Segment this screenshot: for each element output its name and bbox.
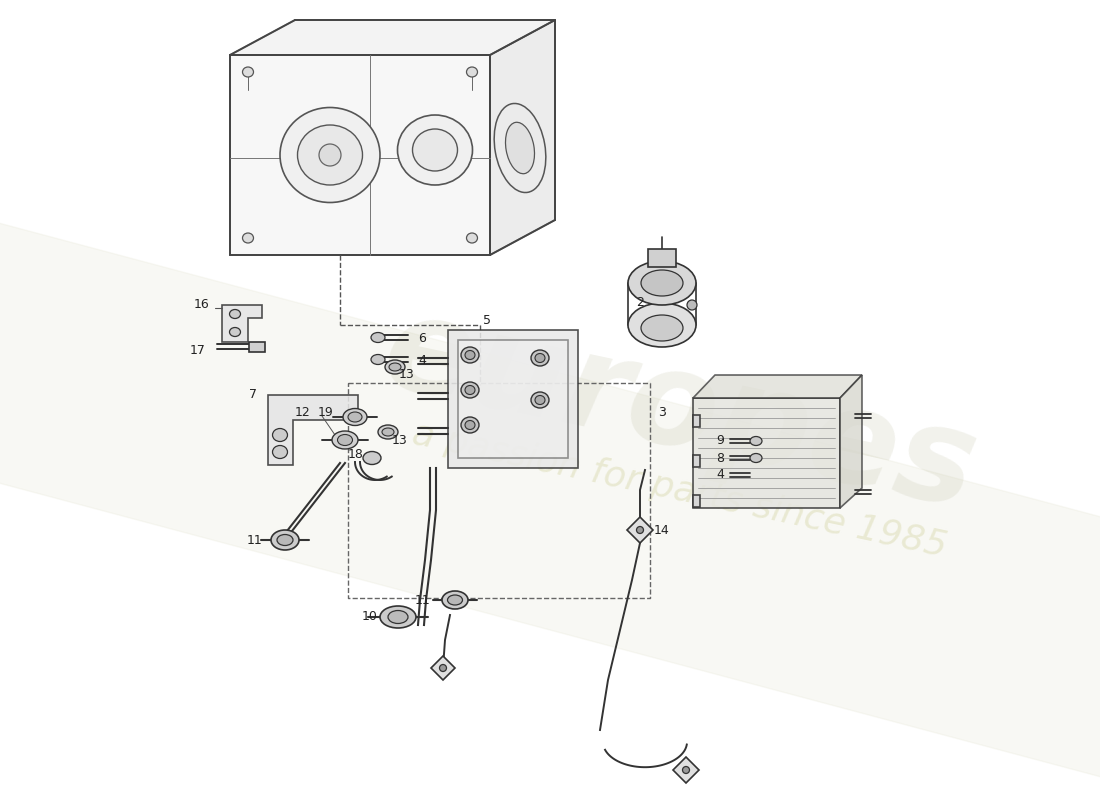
Ellipse shape bbox=[297, 125, 363, 185]
Ellipse shape bbox=[332, 431, 358, 449]
Polygon shape bbox=[627, 517, 653, 543]
Ellipse shape bbox=[388, 610, 408, 623]
Text: 18: 18 bbox=[348, 449, 364, 462]
Ellipse shape bbox=[389, 363, 402, 371]
Ellipse shape bbox=[682, 766, 690, 774]
Text: 4: 4 bbox=[418, 354, 426, 366]
Ellipse shape bbox=[466, 67, 477, 77]
Polygon shape bbox=[448, 330, 578, 468]
Text: 13: 13 bbox=[399, 369, 415, 382]
Ellipse shape bbox=[531, 350, 549, 366]
Ellipse shape bbox=[461, 347, 478, 363]
Ellipse shape bbox=[397, 115, 473, 185]
Polygon shape bbox=[222, 305, 262, 342]
Ellipse shape bbox=[379, 606, 416, 628]
Polygon shape bbox=[673, 757, 698, 783]
Ellipse shape bbox=[440, 665, 447, 671]
Ellipse shape bbox=[271, 530, 299, 550]
Ellipse shape bbox=[461, 382, 478, 398]
Ellipse shape bbox=[466, 233, 477, 243]
Ellipse shape bbox=[750, 437, 762, 446]
Ellipse shape bbox=[319, 144, 341, 166]
Text: 17: 17 bbox=[190, 343, 206, 357]
Ellipse shape bbox=[641, 315, 683, 341]
Text: 16: 16 bbox=[194, 298, 210, 311]
Polygon shape bbox=[693, 495, 700, 507]
Polygon shape bbox=[693, 455, 700, 467]
Ellipse shape bbox=[641, 270, 683, 296]
Ellipse shape bbox=[363, 451, 381, 465]
Text: 6: 6 bbox=[418, 331, 426, 345]
Ellipse shape bbox=[280, 107, 380, 202]
Bar bbox=[648, 249, 676, 267]
Text: a passion for parts since 1985: a passion for parts since 1985 bbox=[409, 417, 950, 563]
Ellipse shape bbox=[750, 454, 762, 462]
Ellipse shape bbox=[448, 595, 462, 605]
Ellipse shape bbox=[628, 261, 696, 305]
Polygon shape bbox=[230, 55, 490, 255]
Ellipse shape bbox=[230, 310, 241, 318]
Text: 9: 9 bbox=[716, 434, 724, 447]
Ellipse shape bbox=[230, 327, 241, 337]
Ellipse shape bbox=[535, 354, 544, 362]
Ellipse shape bbox=[637, 526, 644, 534]
Text: 11: 11 bbox=[248, 534, 263, 546]
Ellipse shape bbox=[348, 412, 362, 422]
Ellipse shape bbox=[382, 428, 394, 436]
Text: 12: 12 bbox=[295, 406, 311, 419]
Text: 19: 19 bbox=[318, 406, 334, 419]
Ellipse shape bbox=[371, 354, 385, 365]
Ellipse shape bbox=[242, 67, 253, 77]
Ellipse shape bbox=[343, 409, 367, 426]
Ellipse shape bbox=[535, 395, 544, 405]
Ellipse shape bbox=[506, 122, 535, 174]
Polygon shape bbox=[693, 415, 700, 427]
Ellipse shape bbox=[412, 129, 458, 171]
Text: 2: 2 bbox=[636, 295, 644, 309]
Text: 8: 8 bbox=[716, 451, 724, 465]
Polygon shape bbox=[458, 340, 568, 458]
Text: 11: 11 bbox=[415, 594, 431, 607]
Polygon shape bbox=[693, 398, 840, 508]
Text: 4: 4 bbox=[716, 469, 724, 482]
Ellipse shape bbox=[378, 425, 398, 439]
Text: 5: 5 bbox=[483, 314, 491, 326]
Ellipse shape bbox=[277, 534, 293, 546]
Ellipse shape bbox=[688, 300, 697, 310]
Ellipse shape bbox=[442, 591, 468, 609]
Text: europes: europes bbox=[373, 286, 988, 534]
Polygon shape bbox=[490, 20, 556, 255]
Polygon shape bbox=[230, 20, 556, 55]
Ellipse shape bbox=[371, 333, 385, 342]
Ellipse shape bbox=[531, 392, 549, 408]
Polygon shape bbox=[268, 395, 358, 465]
Ellipse shape bbox=[465, 350, 475, 359]
Ellipse shape bbox=[461, 417, 478, 433]
Polygon shape bbox=[431, 656, 455, 680]
Text: 3: 3 bbox=[658, 406, 666, 419]
Ellipse shape bbox=[385, 360, 405, 374]
Ellipse shape bbox=[273, 429, 287, 442]
Polygon shape bbox=[840, 375, 862, 508]
Ellipse shape bbox=[494, 103, 546, 193]
Polygon shape bbox=[693, 375, 862, 398]
Bar bbox=[249, 342, 265, 351]
Ellipse shape bbox=[465, 386, 475, 394]
Text: 14: 14 bbox=[654, 523, 670, 537]
Ellipse shape bbox=[628, 303, 696, 347]
Text: 10: 10 bbox=[362, 610, 378, 623]
Ellipse shape bbox=[465, 421, 475, 430]
Text: 7: 7 bbox=[249, 387, 257, 401]
Ellipse shape bbox=[273, 446, 287, 458]
Text: 13: 13 bbox=[392, 434, 408, 446]
Ellipse shape bbox=[242, 233, 253, 243]
Ellipse shape bbox=[338, 434, 352, 446]
